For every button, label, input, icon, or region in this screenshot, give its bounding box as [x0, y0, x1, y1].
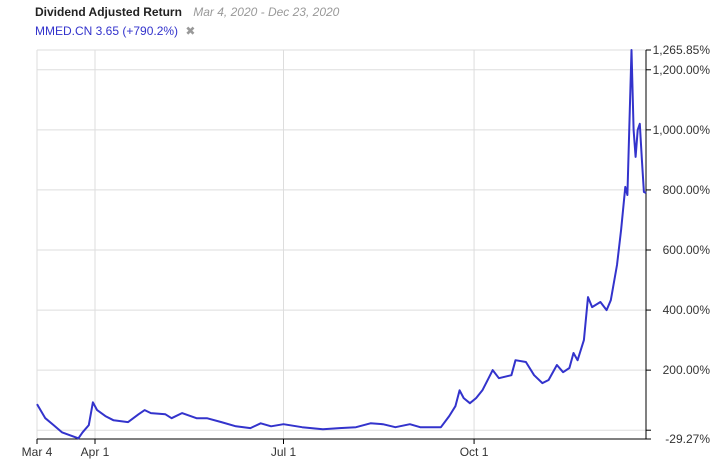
y-tick-label: 1,265.85% [653, 43, 711, 57]
chart-header: Dividend Adjusted Return Mar 4, 2020 - D… [35, 5, 339, 19]
x-tick-label: Oct 1 [460, 445, 489, 459]
y-tick-label: 1,000.00% [653, 123, 711, 137]
y-tick-label: 400.00% [663, 303, 711, 317]
series-line [36, 49, 647, 440]
x-tick-label: Mar 4 [22, 445, 53, 459]
y-tick-label: 200.00% [663, 363, 711, 377]
legend-label: MMED.CN 3.65 (+790.2%) [35, 24, 179, 38]
y-tick-label: -29.27% [665, 432, 710, 446]
y-tick-label: 600.00% [663, 243, 711, 257]
date-range: Mar 4, 2020 - Dec 23, 2020 [193, 5, 340, 19]
y-tick-label: 1,200.00% [653, 63, 711, 77]
x-tick-label: Jul 1 [271, 445, 297, 459]
x-tick-label: Apr 1 [81, 445, 110, 459]
legend-item: MMED.CN 3.65 (+790.2%) ✖ [35, 24, 195, 38]
close-icon[interactable]: ✖ [185, 24, 196, 38]
chart-title: Dividend Adjusted Return [35, 5, 182, 19]
y-tick-label: 800.00% [663, 183, 711, 197]
